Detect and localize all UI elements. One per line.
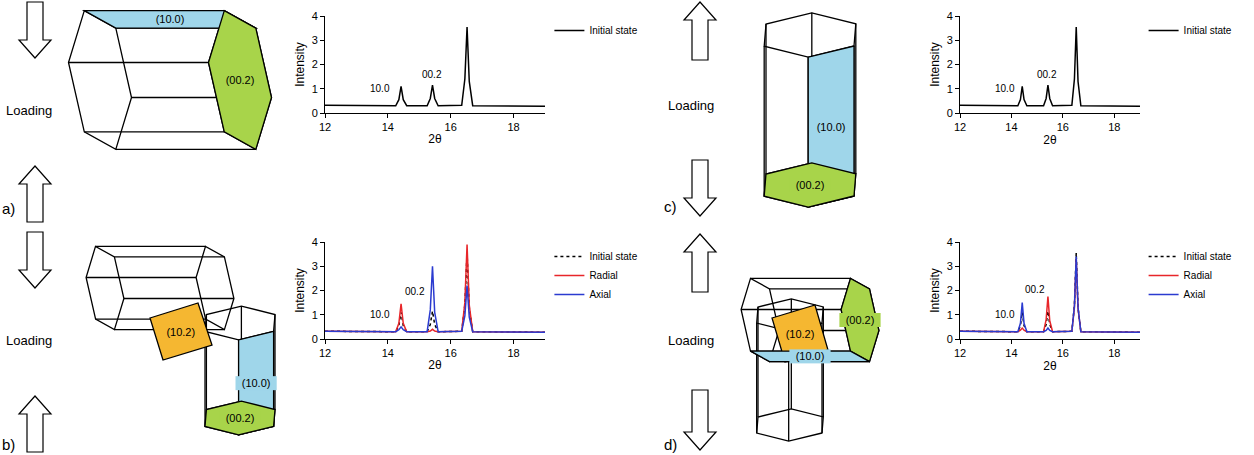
- svg-text:a): a): [2, 200, 15, 217]
- svg-text:(00.2): (00.2): [226, 412, 255, 424]
- svg-text:0: 0: [312, 107, 318, 119]
- svg-text:12: 12: [319, 347, 331, 359]
- svg-text:0: 0: [947, 333, 953, 345]
- svg-text:(00.2): (00.2): [796, 179, 825, 191]
- svg-text:14: 14: [382, 121, 394, 133]
- svg-text:12: 12: [954, 347, 966, 359]
- svg-text:18: 18: [507, 347, 519, 359]
- svg-text:16: 16: [445, 121, 457, 133]
- svg-text:00.2: 00.2: [1025, 284, 1045, 295]
- svg-text:1: 1: [312, 309, 318, 321]
- svg-text:Intensity: Intensity: [293, 42, 307, 87]
- svg-text:3: 3: [947, 260, 953, 272]
- svg-text:3: 3: [947, 34, 953, 46]
- svg-text:(00.2): (00.2): [226, 74, 255, 86]
- svg-text:(10.0): (10.0): [817, 121, 846, 133]
- svg-text:(10.2): (10.2): [166, 326, 195, 338]
- svg-text:1: 1: [947, 83, 953, 95]
- svg-text:2: 2: [312, 58, 318, 70]
- svg-text:2θ: 2θ: [1043, 133, 1057, 147]
- svg-text:10.0: 10.0: [370, 83, 390, 94]
- svg-text:1: 1: [947, 309, 953, 321]
- svg-text:2: 2: [947, 284, 953, 296]
- svg-text:18: 18: [1108, 347, 1120, 359]
- svg-text:(00.2): (00.2): [846, 314, 875, 326]
- svg-text:Loading: Loading: [668, 333, 714, 348]
- svg-text:2θ: 2θ: [428, 132, 442, 146]
- svg-text:12: 12: [954, 121, 966, 133]
- svg-text:4: 4: [947, 10, 953, 22]
- svg-text:16: 16: [445, 347, 457, 359]
- svg-text:2: 2: [947, 58, 953, 70]
- svg-text:10.0: 10.0: [370, 309, 390, 320]
- svg-text:4: 4: [947, 236, 953, 248]
- svg-text:18: 18: [507, 121, 519, 133]
- svg-text:12: 12: [319, 121, 331, 133]
- svg-text:18: 18: [1108, 121, 1120, 133]
- svg-text:Initial state: Initial state: [1184, 25, 1232, 36]
- svg-text:Loading: Loading: [668, 98, 714, 113]
- svg-text:Intensity: Intensity: [928, 42, 942, 87]
- svg-text:Initial state: Initial state: [1184, 251, 1232, 262]
- svg-text:16: 16: [1057, 347, 1069, 359]
- svg-text:b): b): [2, 436, 15, 453]
- svg-text:Initial state: Initial state: [589, 251, 637, 262]
- svg-text:00.2: 00.2: [1037, 69, 1057, 80]
- svg-text:14: 14: [1005, 347, 1017, 359]
- svg-text:Intensity: Intensity: [293, 268, 307, 313]
- svg-text:3: 3: [312, 260, 318, 272]
- svg-text:c): c): [664, 198, 677, 215]
- svg-text:10.0: 10.0: [995, 309, 1015, 320]
- svg-text:2θ: 2θ: [428, 358, 442, 372]
- svg-text:Loading: Loading: [6, 333, 52, 348]
- svg-text:10.0: 10.0: [995, 83, 1015, 94]
- svg-text:d): d): [664, 436, 677, 453]
- svg-text:Initial state: Initial state: [589, 25, 637, 36]
- svg-text:Radial: Radial: [589, 270, 617, 281]
- svg-text:Axial: Axial: [1184, 289, 1206, 300]
- svg-text:Loading: Loading: [6, 103, 52, 118]
- svg-text:(10.0): (10.0): [796, 350, 825, 362]
- svg-text:4: 4: [312, 10, 318, 22]
- svg-text:Intensity: Intensity: [928, 268, 942, 313]
- svg-text:14: 14: [382, 347, 394, 359]
- svg-text:00.2: 00.2: [422, 69, 442, 80]
- svg-text:1: 1: [312, 83, 318, 95]
- svg-text:16: 16: [1057, 121, 1069, 133]
- svg-text:Axial: Axial: [589, 289, 611, 300]
- svg-text:(10.0): (10.0): [242, 377, 271, 389]
- svg-text:4: 4: [312, 236, 318, 248]
- svg-text:00.2: 00.2: [405, 286, 425, 297]
- svg-text:(10.2): (10.2): [786, 328, 815, 340]
- svg-text:(10.0): (10.0): [156, 13, 185, 25]
- svg-text:Radial: Radial: [1184, 270, 1212, 281]
- svg-text:2: 2: [312, 284, 318, 296]
- svg-text:14: 14: [1005, 121, 1017, 133]
- svg-text:0: 0: [947, 107, 953, 119]
- svg-text:2θ: 2θ: [1043, 359, 1057, 373]
- svg-text:0: 0: [312, 333, 318, 345]
- svg-text:3: 3: [312, 34, 318, 46]
